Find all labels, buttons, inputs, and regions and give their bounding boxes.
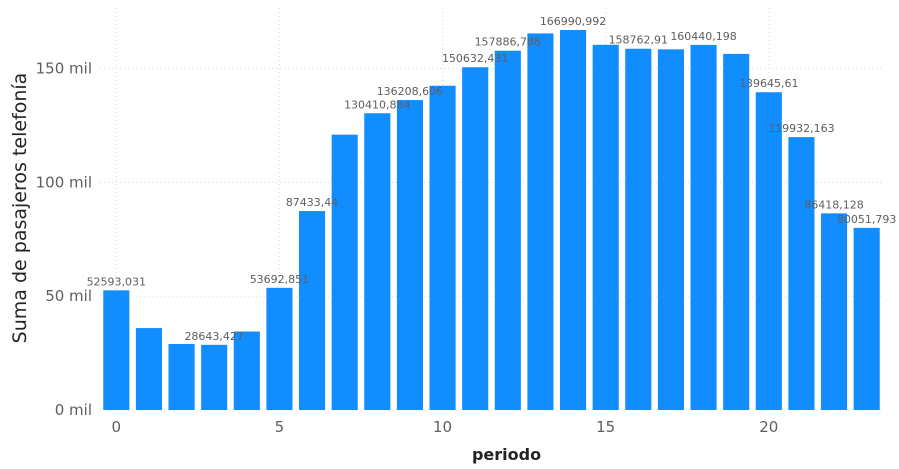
data-label: 158762,91 [609, 34, 669, 47]
bar-periodo-22[interactable] [821, 213, 848, 410]
data-label: 80051,793 [837, 213, 897, 226]
y-tick-label: 0 mil [55, 401, 92, 419]
bar-periodo-3[interactable] [201, 344, 228, 410]
data-label: 130410,884 [344, 98, 410, 111]
bar-periodo-2[interactable] [168, 344, 195, 410]
x-axis-ticks: 0 5 10 15 20 [112, 418, 779, 436]
bar-periodo-13[interactable] [527, 33, 554, 410]
data-label: 166990,992 [540, 15, 606, 28]
data-label: 139645,61 [739, 77, 799, 90]
data-label: 28643,427 [184, 330, 244, 343]
bar-periodo-19[interactable] [723, 53, 750, 411]
bar-periodo-4[interactable] [233, 331, 260, 410]
y-tick-label: 100 mil [36, 173, 92, 191]
bar-periodo-17[interactable] [657, 49, 684, 411]
data-label: 150632,431 [442, 52, 508, 65]
bar-periodo-23[interactable] [853, 227, 880, 410]
bar-periodo-8[interactable] [364, 113, 391, 411]
y-tick-label: 50 mil [45, 287, 92, 305]
y-tick-label: 150 mil [36, 60, 92, 78]
bar-periodo-10[interactable] [429, 85, 456, 410]
bar-periodo-21[interactable] [788, 137, 815, 410]
bar-periodo-14[interactable] [560, 30, 587, 410]
bar-periodo-18[interactable] [690, 44, 717, 411]
data-label: 87433,44 [286, 196, 339, 209]
bar-periodo-1[interactable] [135, 328, 162, 410]
bar-periodo-16[interactable] [625, 48, 652, 411]
x-tick-label: 10 [433, 418, 452, 436]
y-axis-label: Suma de pasajeros telefonía [9, 73, 31, 344]
bar-periodo-0[interactable] [103, 290, 130, 410]
bar-periodo-15[interactable] [592, 44, 619, 411]
bar-series [103, 30, 880, 411]
x-tick-label: 0 [112, 418, 122, 436]
data-label: 86418,128 [804, 198, 864, 211]
x-tick-label: 20 [759, 418, 778, 436]
bar-periodo-6[interactable] [299, 211, 326, 410]
data-labels: 52593,031 28643,427 53692,851 87433,44 13041… [87, 15, 897, 343]
data-label: 119932,163 [768, 122, 834, 135]
x-tick-label: 5 [275, 418, 285, 436]
data-label: 136208,606 [377, 85, 443, 98]
bar-periodo-12[interactable] [494, 50, 521, 411]
data-label: 157886,788 [475, 36, 541, 49]
y-axis-ticks: 0 mil 50 mil 100 mil 150 mil [36, 60, 92, 419]
data-label: 53692,851 [250, 273, 310, 286]
data-label: 52593,031 [87, 275, 147, 288]
bar-periodo-11[interactable] [462, 67, 489, 411]
x-axis-label: periodo [472, 445, 541, 464]
data-label: 160440,198 [670, 30, 736, 43]
bar-periodo-7[interactable] [331, 134, 358, 410]
bar-periodo-5[interactable] [266, 287, 293, 410]
bar-periodo-9[interactable] [396, 100, 423, 411]
x-tick-label: 15 [596, 418, 615, 436]
bar-periodo-20[interactable] [755, 92, 782, 410]
